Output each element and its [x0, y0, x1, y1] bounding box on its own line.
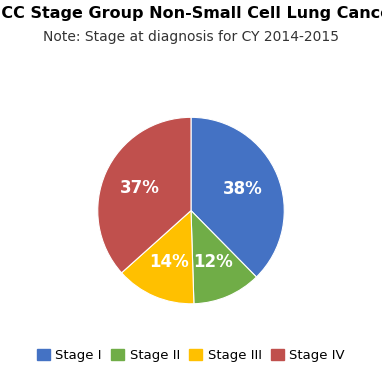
- Wedge shape: [121, 211, 194, 304]
- Legend: Stage I, Stage II, Stage III, Stage IV: Stage I, Stage II, Stage III, Stage IV: [32, 344, 350, 367]
- Text: 12%: 12%: [193, 253, 233, 271]
- Text: AJCC Stage Group Non-Small Cell Lung Cancer: AJCC Stage Group Non-Small Cell Lung Can…: [0, 6, 382, 21]
- Wedge shape: [191, 117, 284, 277]
- Text: 37%: 37%: [120, 179, 160, 197]
- Text: 38%: 38%: [223, 180, 263, 199]
- Wedge shape: [191, 211, 256, 304]
- Text: Note: Stage at diagnosis for CY 2014-2015: Note: Stage at diagnosis for CY 2014-201…: [43, 30, 339, 44]
- Wedge shape: [98, 117, 191, 273]
- Text: 14%: 14%: [149, 253, 189, 271]
